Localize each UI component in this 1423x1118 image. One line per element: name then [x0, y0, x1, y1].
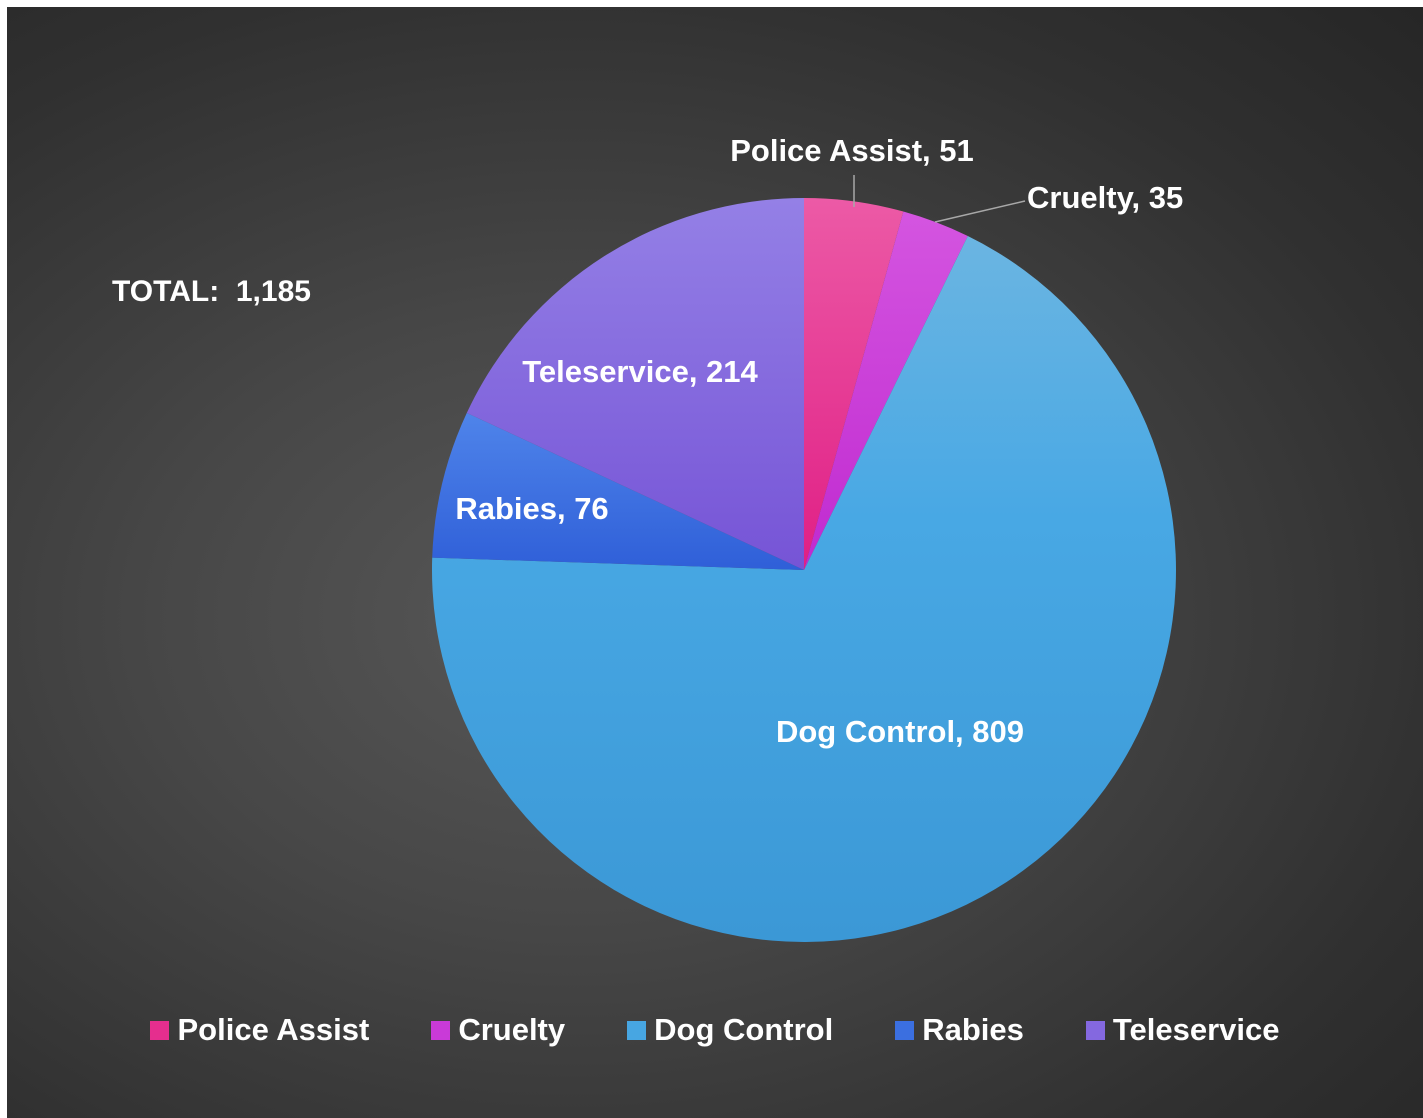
pie-slice-rabies — [432, 412, 804, 570]
leader-line — [934, 200, 1026, 223]
data-label-teleservice: Teleservice, 214 — [522, 354, 758, 389]
legend-swatch — [431, 1020, 451, 1040]
pie-slice-cruelty — [804, 211, 968, 570]
legend-label: Cruelty — [458, 1012, 566, 1047]
pie-slice-dog-control — [431, 236, 1176, 942]
total-annotation: TOTAL: 1,185 — [112, 275, 311, 308]
legend-item-cruelty: Cruelty — [431, 1012, 565, 1048]
pie-slice-police-assist — [804, 198, 904, 570]
legend-swatch — [150, 1020, 170, 1040]
legend-label: Police Assist — [177, 1012, 370, 1047]
pie-chart: Police Assist, 51 Cruelty, 35 Dog Control,… — [431, 133, 1183, 942]
data-label-rabies: Rabies, 76 — [455, 491, 608, 526]
data-label-police-assist: Police Assist, 51 — [730, 133, 974, 168]
legend-swatch — [1085, 1020, 1105, 1040]
legend: Police Assist Cruelty Dog Control Rabies Tel… — [7, 1012, 1423, 1048]
data-label-cruelty: Cruelty, 35 — [1027, 180, 1183, 215]
chart-area: TOTAL: 1,185 Police Assist, 51 Cruelty, 3… — [7, 7, 1423, 1118]
legend-swatch — [627, 1020, 647, 1040]
pie-slice-teleservice — [466, 198, 804, 570]
data-label-dog-control: Dog Control, 809 — [776, 714, 1024, 749]
legend-label: Teleservice — [1112, 1012, 1280, 1047]
legend-swatch — [895, 1020, 915, 1040]
legend-item-rabies: Rabies — [895, 1012, 1024, 1048]
legend-label: Rabies — [922, 1012, 1024, 1047]
legend-item-police-assist: Police Assist — [150, 1012, 369, 1048]
legend-label: Dog Control — [654, 1012, 834, 1047]
legend-item-teleservice: Teleservice — [1085, 1012, 1280, 1048]
legend-item-dog-control: Dog Control — [627, 1012, 833, 1048]
